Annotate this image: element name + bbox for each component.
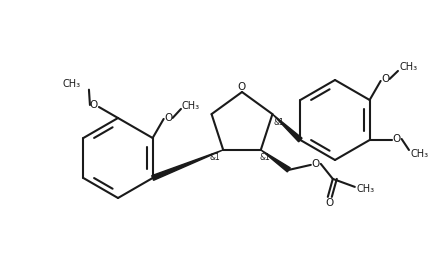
Text: CH₃: CH₃	[182, 101, 200, 111]
Text: O: O	[164, 113, 173, 123]
Polygon shape	[152, 150, 223, 180]
Text: &1: &1	[210, 153, 221, 162]
Text: O: O	[392, 134, 401, 144]
Text: O: O	[238, 82, 246, 92]
Text: O: O	[326, 198, 334, 208]
Text: CH₃: CH₃	[357, 184, 375, 194]
Text: CH₃: CH₃	[63, 79, 81, 89]
Text: O: O	[312, 159, 320, 169]
Text: O: O	[90, 100, 98, 110]
Text: &1: &1	[273, 118, 284, 126]
Text: O: O	[381, 74, 390, 84]
Polygon shape	[272, 114, 302, 142]
Text: CH₃: CH₃	[411, 149, 429, 159]
Text: &1: &1	[259, 153, 270, 162]
Polygon shape	[261, 150, 290, 172]
Text: CH₃: CH₃	[400, 62, 418, 72]
